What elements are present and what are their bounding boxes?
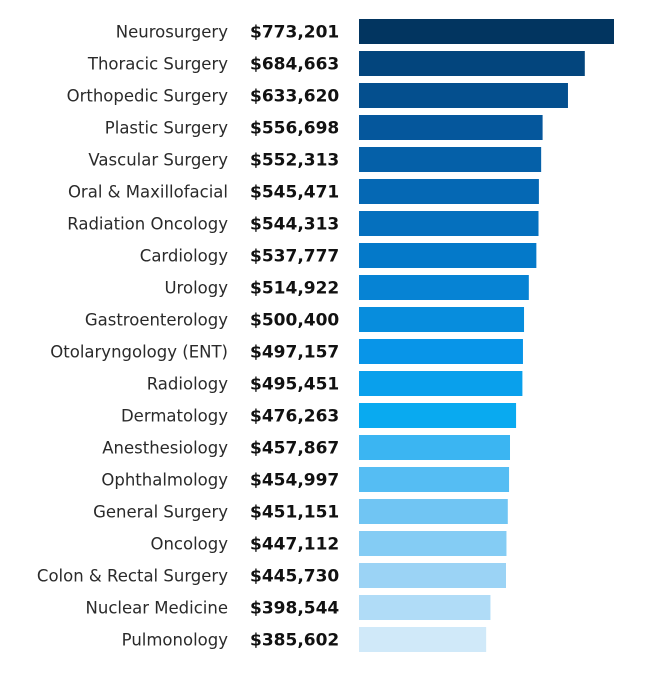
bar [359,371,523,396]
bar [359,595,491,620]
value-label: $537,777 [250,247,339,267]
category-label: General Surgery [93,503,228,522]
bar [359,531,507,556]
bar [359,211,539,236]
value-label: $497,157 [250,343,339,363]
value-label: $545,471 [250,183,339,203]
bar [359,115,543,140]
value-label: $385,602 [250,631,339,651]
bar [359,147,542,172]
category-label: Otolaryngology (ENT) [50,343,228,362]
bar [359,499,508,524]
value-label: $476,263 [250,407,339,427]
category-label: Pulmonology [122,631,229,650]
category-label: Nuclear Medicine [86,599,228,618]
value-label: $633,620 [250,87,339,107]
bar [359,51,585,76]
category-label: Vascular Surgery [88,151,228,170]
category-label: Cardiology [140,247,228,266]
value-label: $447,112 [250,535,339,555]
category-label: Thoracic Surgery [87,55,228,74]
value-label: $552,313 [250,151,339,171]
category-label: Urology [164,279,228,298]
value-label: $495,451 [250,375,339,395]
category-label: Gastroenterology [85,311,228,330]
bar [359,627,487,652]
bar [359,467,510,492]
bar [359,83,568,108]
category-label: Radiology [147,375,229,394]
bar [359,179,539,204]
category-label: Dermatology [121,407,228,426]
value-label: $454,997 [250,471,339,491]
category-label: Ophthalmology [101,471,228,490]
category-label: Anesthesiology [102,439,228,458]
value-label: $684,663 [250,55,339,75]
value-label: $514,922 [250,279,339,299]
value-label: $773,201 [250,23,339,43]
bar [359,403,517,428]
category-label: Colon & Rectal Surgery [37,567,228,586]
bar [359,19,614,44]
bar [359,243,537,268]
category-label: Neurosurgery [116,23,228,42]
bar [359,275,529,300]
category-label: Orthopedic Surgery [67,87,229,106]
bar [359,435,511,460]
value-label: $544,313 [250,215,339,235]
category-label: Oncology [150,535,228,554]
category-label: Oral & Maxillofacial [68,183,228,202]
value-label: $457,867 [250,439,339,459]
value-label: $500,400 [250,311,339,331]
category-label: Plastic Surgery [105,119,228,138]
bar [359,563,507,588]
bar [359,339,523,364]
value-label: $451,151 [250,503,339,523]
bar [359,307,525,332]
value-label: $445,730 [250,567,339,587]
value-label: $398,544 [250,599,339,619]
category-label: Radiation Oncology [67,215,228,234]
value-label: $556,698 [250,119,339,139]
